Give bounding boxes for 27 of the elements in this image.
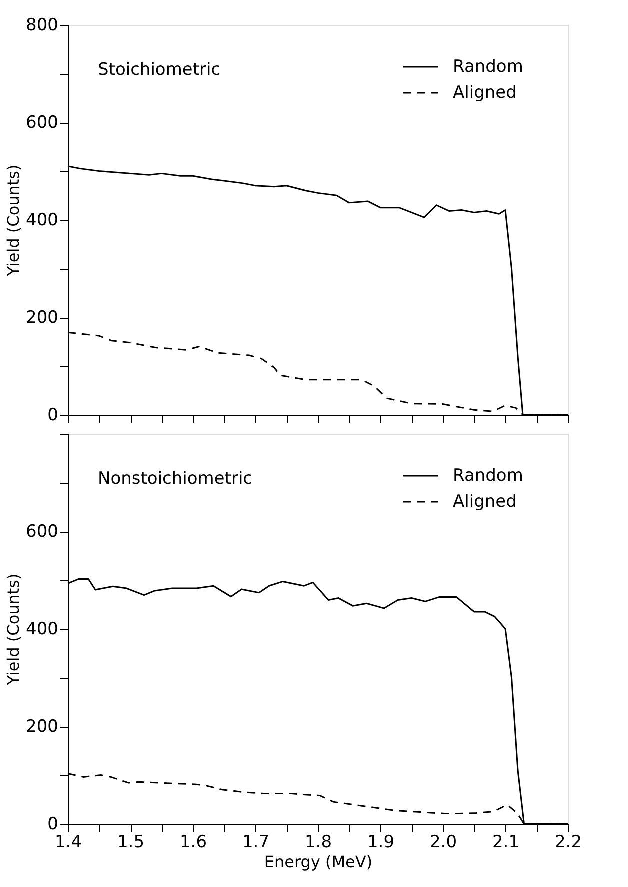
x-axis-title: Energy (MeV) (264, 852, 373, 872)
x-tick-label: 1.8 (304, 832, 332, 852)
x-tick-label: 1.9 (367, 832, 395, 852)
y-tick-label: 400 (26, 210, 58, 230)
y-tick-label: 200 (26, 308, 58, 328)
x-tick-label: 1.6 (180, 832, 208, 852)
x-tick-label: 2.1 (492, 832, 520, 852)
legend-label: Aligned (453, 83, 517, 103)
x-tick-label: 1.4 (54, 832, 82, 852)
legend-label: Random (453, 57, 524, 77)
y-tick-label: 0 (48, 814, 58, 834)
annotation: Stoichiometric (98, 60, 221, 80)
y-tick-label: 200 (26, 717, 58, 737)
y-tick-label: 0 (48, 406, 58, 426)
x-tick-label: 1.5 (117, 832, 145, 852)
legend-label: Aligned (453, 492, 517, 512)
legend-label: Random (453, 466, 524, 486)
y-axis-title: Yield (Counts) (4, 574, 24, 686)
y-tick-label: 400 (26, 620, 58, 640)
y-tick-label: 800 (26, 16, 58, 36)
x-tick-label: 2.2 (554, 832, 582, 852)
text: 2.0 (430, 832, 458, 852)
y-tick-label: 600 (26, 522, 58, 542)
y-axis-title: Yield (Counts) (4, 164, 24, 278)
y-tick-label: 600 (26, 113, 58, 133)
x-tick-label: 1.7 (242, 832, 270, 852)
annotation: Nonstoichiometric (98, 469, 253, 489)
